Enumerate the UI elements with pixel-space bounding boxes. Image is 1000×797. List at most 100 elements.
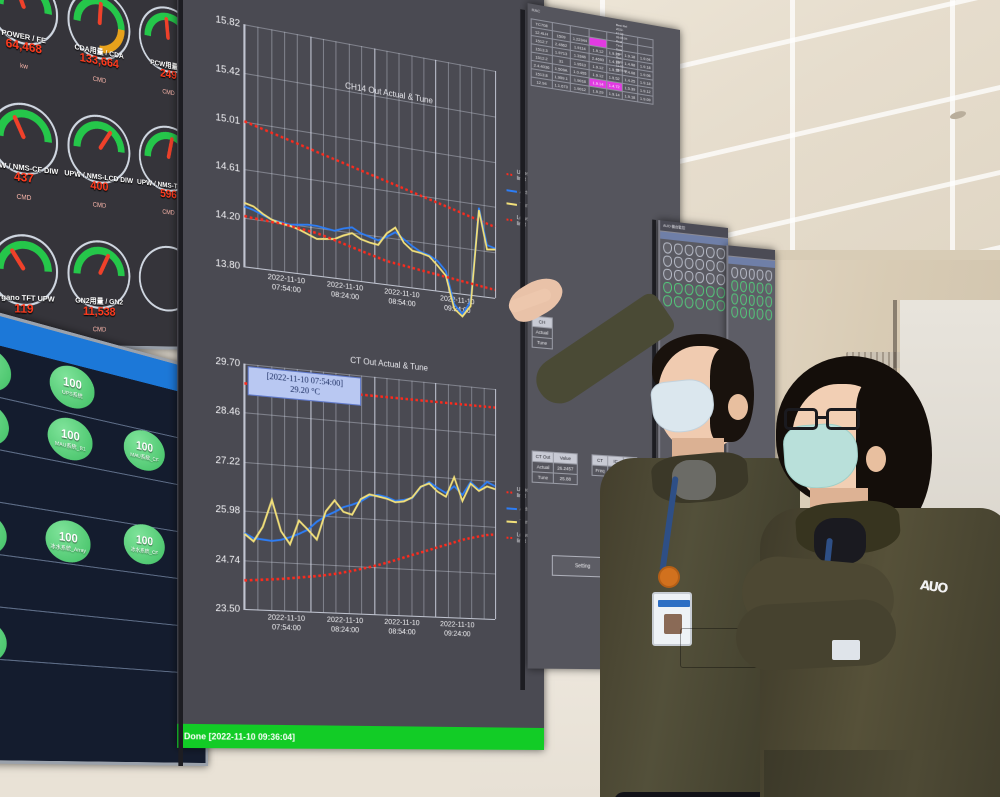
status-bar: Done [2022-11-10 09:36:04]	[177, 723, 544, 750]
table-note: Best Ref 2022-11-10 09:06:04 Real Time Da…	[615, 22, 628, 74]
person-observing: AUO	[734, 350, 1000, 797]
equipment-cell[interactable]	[705, 246, 715, 259]
badge-header	[658, 600, 690, 607]
x-axis-tick: 2022-11-10 07:54:00	[267, 614, 306, 633]
gauge-upw-nms-lcd-diw[interactable]: UPW / NMS-LCD DIW 400 CMD	[62, 87, 135, 219]
gauge-grid: POWER / FE 64,468 kw CDA用量 / CDA 133,664 C…	[0, 0, 204, 347]
gauge-unit: CMD	[162, 88, 175, 98]
equipment-cell[interactable]	[716, 247, 726, 260]
x-axis-tick: 2022-11-10 08:54:00	[384, 288, 420, 309]
table-cell: 1.9.09	[637, 93, 654, 105]
gauge-unit: CMD	[16, 193, 32, 202]
x-axis-tick: 2022-11-10 07:54:00	[267, 273, 306, 295]
screen-trend-charts[interactable]: AUO CH14 Out Actual & Tune 15.8215.4215.…	[177, 0, 544, 750]
legend-swatch	[506, 536, 514, 540]
equipment-cell[interactable]	[684, 244, 694, 257]
y-axis-tick: 14.61	[215, 159, 241, 175]
y-axis-tick: 27.22	[215, 454, 241, 467]
status-badge[interactable]: 100 MAU系統_CF	[123, 426, 165, 475]
equipment-cell[interactable]	[695, 245, 705, 258]
status-badge[interactable]: 100 排氣系統	[0, 617, 7, 666]
clip-badge	[832, 640, 860, 660]
series-layer	[244, 24, 495, 298]
status-label: 冰水系統_CF	[130, 545, 159, 557]
status-badge[interactable]: 100 冰水系統_CF	[123, 521, 165, 567]
legend-swatch	[506, 189, 517, 193]
gauge-power-fe[interactable]: POWER / FE 64,468 kw	[0, 0, 63, 84]
chart-ch114[interactable]: CH14 Out Actual & Tune 15.82 15.42 15.01 14…	[215, 13, 534, 317]
equipment-cell[interactable]	[663, 241, 673, 255]
y-axis-tick: 28.46	[215, 404, 241, 418]
status-badge[interactable]: 100 空壓系統	[0, 340, 12, 397]
equipment-cell[interactable]	[673, 243, 683, 256]
availability-rows: 100 空壓系統 100 UPS系統 100 純水系統 100	[0, 339, 206, 763]
series-layer	[244, 364, 495, 619]
status-badge[interactable]: 100 MAU系統_B1	[47, 413, 93, 465]
table-title: RAC	[531, 6, 541, 14]
y-axis-tick: 24.74	[215, 552, 241, 566]
id-badge	[652, 592, 692, 646]
lens-right	[826, 408, 860, 430]
grid-line	[495, 389, 497, 620]
legend-swatch	[506, 218, 514, 222]
y-axis-tick: 29.70	[215, 355, 241, 369]
status-badge[interactable]: 100 冰水系統	[0, 507, 7, 559]
table-cell: 1.9012	[570, 83, 590, 95]
gauge-unit: CMD	[92, 76, 107, 86]
legend-swatch	[506, 202, 517, 206]
table-cell: 1.9.18	[622, 91, 638, 102]
folded-arm-lower	[734, 597, 898, 673]
plot-area: 29.70 28.46 27.22 25.98 24.74 23.50 2022-11-10…	[215, 355, 534, 638]
x-axis-tick: 2022-11-10 08:24:00	[326, 616, 364, 635]
gauge-unit: CMD	[92, 201, 107, 210]
series-line-upper-limit	[244, 121, 495, 227]
y-axis-tick: 15.42	[215, 62, 241, 78]
series-line-actual	[244, 463, 495, 553]
status-bar-text: Done [2022-11-10 09:36:04]	[183, 730, 295, 742]
series-line-lower-limit	[244, 519, 495, 593]
status-badge[interactable]: 100 UPS系統	[49, 360, 95, 413]
eyeglasses	[784, 408, 868, 432]
table-cell: 1.9.29	[589, 86, 607, 98]
series-line-tune	[244, 461, 495, 556]
gauge-cda[interactable]: CDA用量 / CDA 133,664 CMD	[62, 0, 135, 97]
y-axis-tick: 13.80	[215, 257, 241, 272]
ear	[728, 394, 748, 420]
y-axis-tick: 14.20	[215, 208, 241, 223]
inner-shirt	[672, 460, 716, 500]
gauge-upw-nms-cf-diw[interactable]: UPW / NMS-CF DIW 437 CMD	[0, 73, 63, 212]
table-ch-summary[interactable]: CH Actual Tune	[532, 315, 553, 349]
status-badge[interactable]: 100 冰水系統_Array	[45, 517, 91, 566]
screen-utility-gauges[interactable]: POWER / FE 64,468 kw CDA用量 / CDA 133,664 C…	[0, 0, 207, 350]
table-cell: 1.1.673	[551, 80, 571, 92]
legend-swatch	[506, 520, 517, 524]
plot-area: 15.82 15.42 15.01 14.61 14.20 13.80 2022-11-10…	[215, 13, 534, 299]
status-label: 冰水系統_Array	[50, 542, 86, 555]
lens-left	[784, 408, 818, 430]
screen-bezel	[178, 0, 183, 766]
chart-ct-out[interactable]: CT Out Actual & Tune 29.70 28.46 27.22 25.9…	[215, 348, 534, 638]
grid-line	[495, 70, 497, 298]
gauge-unit: CMD	[162, 208, 175, 217]
inner-shirt	[814, 518, 866, 564]
x-axis-tick: 2022-11-10 08:54:00	[384, 618, 420, 637]
legend-swatch	[506, 507, 517, 511]
y-axis-tick: 25.98	[215, 503, 241, 516]
legend-swatch	[506, 173, 514, 177]
x-axis-tick: 2022-11-10 08:24:00	[326, 280, 364, 302]
status-badge[interactable]: 100 純水系統	[0, 395, 9, 450]
gauge-gn2[interactable]: GN2用量 / GN2 11,538 CMD	[62, 215, 135, 342]
x-axis-tick: 2022-11-10 09:24:00	[440, 620, 475, 639]
badge-photo	[664, 614, 682, 634]
y-axis-tick: 15.01	[215, 110, 241, 126]
ear	[866, 446, 886, 472]
data-table[interactable]: TC708 12.4LH 1509 1.22344 1512.7 2.4562 1.9114…	[531, 18, 654, 105]
wall-trim	[760, 250, 1000, 260]
cell-tune-label: Tune	[532, 471, 554, 484]
cell-tune-label: Tune	[532, 336, 552, 349]
trousers	[614, 792, 784, 797]
gauge-unit: CMD	[92, 327, 107, 334]
jacket-lower	[764, 750, 1000, 797]
gauge-unit: kw	[20, 62, 28, 72]
table-cell: 1.9.14	[606, 88, 623, 100]
